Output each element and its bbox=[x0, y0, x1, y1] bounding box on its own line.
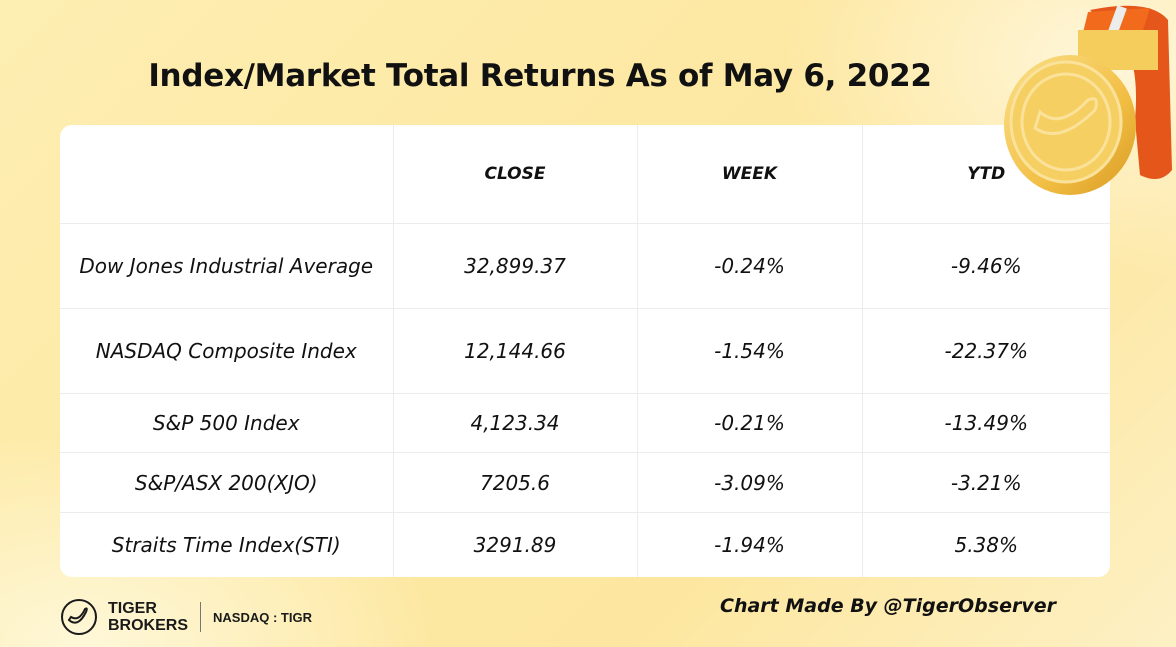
week-cell: -0.21% bbox=[636, 393, 863, 453]
close-cell: 4,123.34 bbox=[392, 393, 638, 453]
table-row: Dow Jones Industrial Average 32,899.37 -0.… bbox=[60, 223, 1110, 309]
ytd-cell: -13.49% bbox=[861, 393, 1110, 453]
close-cell: 3291.89 bbox=[392, 512, 638, 577]
index-name-cell: NASDAQ Composite Index bbox=[60, 308, 394, 394]
ytd-cell: 5.38% bbox=[861, 512, 1110, 577]
ytd-cell: -3.21% bbox=[861, 452, 1110, 513]
page-title: Index/Market Total Returns As of May 6, … bbox=[148, 58, 932, 94]
tiger-tail-icon bbox=[61, 599, 97, 635]
close-cell: 32,899.37 bbox=[392, 223, 638, 309]
table-row: S&P/ASX 200(XJO) 7205.6 -3.09% -3.21% bbox=[60, 452, 1110, 513]
index-name-cell: Dow Jones Industrial Average bbox=[60, 223, 394, 309]
table-row: S&P 500 Index 4,123.34 -0.21% -13.49% bbox=[60, 393, 1110, 453]
ytd-cell: -22.37% bbox=[861, 308, 1110, 394]
gold-medal-icon bbox=[1004, 5, 1172, 195]
table-row: Straits Time Index(STI) 3291.89 -1.94% 5.38… bbox=[60, 512, 1110, 577]
divider bbox=[200, 602, 202, 632]
week-cell: -0.24% bbox=[636, 223, 863, 309]
brand-line2: BROKERS bbox=[108, 617, 189, 634]
header-week: WEEK bbox=[636, 125, 863, 224]
index-name-cell: S&P 500 Index bbox=[60, 393, 394, 453]
tiger-brokers-logo: TIGER BROKERS NASDAQ : TIGR bbox=[60, 598, 312, 636]
ytd-cell: -9.46% bbox=[861, 223, 1110, 309]
close-cell: 7205.6 bbox=[392, 452, 638, 513]
index-name-cell: S&P/ASX 200(XJO) bbox=[60, 452, 394, 513]
chart-credit: Chart Made By @TigerObserver bbox=[720, 595, 1056, 617]
week-cell: -1.94% bbox=[636, 512, 863, 577]
table-header-row: CLOSE WEEK YTD bbox=[60, 125, 1110, 224]
close-cell: 12,144.66 bbox=[392, 308, 638, 394]
brand-line1: TIGER bbox=[108, 600, 157, 617]
returns-table: CLOSE WEEK YTD Dow Jones Industrial Aver… bbox=[60, 125, 1110, 577]
week-cell: -1.54% bbox=[636, 308, 863, 394]
header-name bbox=[60, 125, 394, 224]
table-row: NASDAQ Composite Index 12,144.66 -1.54% -22… bbox=[60, 308, 1110, 394]
index-name-cell: Straits Time Index(STI) bbox=[60, 512, 394, 577]
week-cell: -3.09% bbox=[636, 452, 863, 513]
header-close: CLOSE bbox=[392, 125, 638, 224]
ticker-label: NASDAQ : TIGR bbox=[213, 609, 312, 625]
